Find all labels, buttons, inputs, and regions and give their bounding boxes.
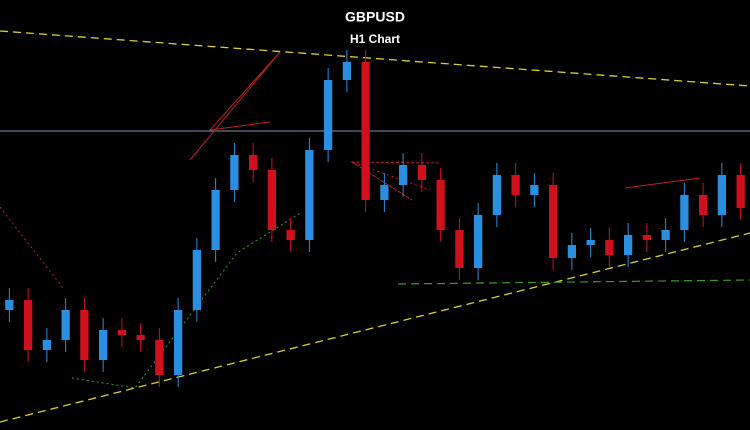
candle-body xyxy=(567,245,576,258)
candle-body xyxy=(417,165,426,180)
candle-body xyxy=(736,175,745,208)
candle-body xyxy=(24,300,33,350)
candle-body xyxy=(474,215,483,268)
candle-body xyxy=(61,310,70,340)
chart-subtitle: H1 Chart xyxy=(350,32,400,46)
candle-body xyxy=(192,250,201,310)
candle-body xyxy=(380,185,389,200)
candle-body xyxy=(80,310,89,360)
red-trend xyxy=(0,206,64,289)
candle-body xyxy=(324,80,333,150)
candle-body xyxy=(699,195,708,215)
candle-body xyxy=(511,175,520,195)
candle-body xyxy=(642,235,651,240)
candle-body xyxy=(174,310,183,375)
candle-body xyxy=(342,62,351,80)
candle-body xyxy=(399,165,408,185)
red-pattern xyxy=(189,51,281,161)
candle-body xyxy=(155,340,164,375)
candle-body xyxy=(680,195,689,230)
candle-body xyxy=(117,330,126,335)
candle-body xyxy=(549,185,558,258)
chart-title: GBPUSD xyxy=(345,9,405,25)
resistance-line xyxy=(0,30,750,87)
candle-body xyxy=(492,175,501,215)
candle-body xyxy=(605,240,614,255)
candle-body xyxy=(361,62,370,200)
candle-body xyxy=(661,230,670,240)
candle-body xyxy=(455,230,464,268)
candle-body xyxy=(99,330,108,360)
candle-body xyxy=(5,300,14,310)
red-pattern xyxy=(624,177,701,189)
green-level xyxy=(397,279,750,285)
support-line xyxy=(0,232,750,423)
candles xyxy=(5,50,745,387)
candle-body xyxy=(267,170,276,230)
candle-body xyxy=(286,230,295,240)
candle-body xyxy=(586,240,595,245)
candle-body xyxy=(230,155,239,190)
candle-body xyxy=(211,190,220,250)
candle-body xyxy=(249,155,258,170)
candle-body xyxy=(136,335,145,340)
candle-body xyxy=(436,180,445,230)
green-trend xyxy=(71,211,303,389)
candle-body xyxy=(624,235,633,255)
candle-body xyxy=(305,150,314,240)
candle-body xyxy=(717,175,726,215)
candle-body xyxy=(530,185,539,195)
candle-body xyxy=(42,340,51,350)
